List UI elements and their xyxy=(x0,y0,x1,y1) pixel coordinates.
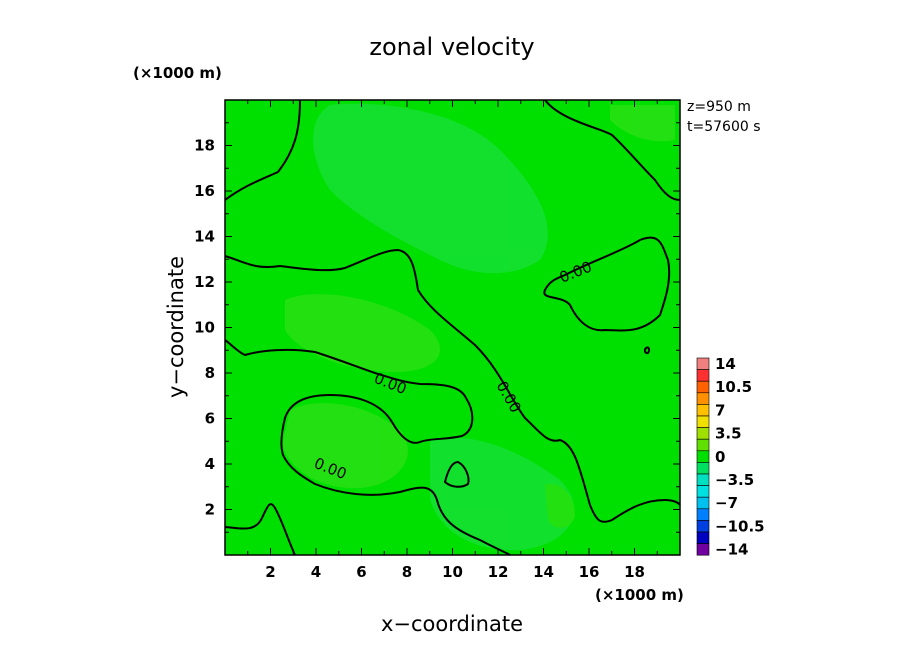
plot-area: 0.00 0.00 0.00 0.00 2 4 6 8 10 12 14 16 18 24681… xyxy=(194,99,681,581)
y-tick-label: 2 xyxy=(205,501,215,519)
x-axis-label: x−coordinate xyxy=(381,612,523,636)
colorbar-segment xyxy=(696,543,710,556)
colorbar-segment xyxy=(696,438,710,452)
y-tick-label: 12 xyxy=(194,273,215,291)
contour-line-right-closed xyxy=(543,236,671,332)
colorbar-segment xyxy=(696,392,710,405)
t-annotation: t=57600 s xyxy=(687,119,761,135)
contour-line-bottom-left xyxy=(224,503,296,556)
colorbar-label: −14 xyxy=(715,541,748,559)
colorbar-segment xyxy=(696,404,710,417)
colorbar-segment xyxy=(696,496,710,510)
x-tick-label: 14 xyxy=(533,563,554,581)
colorbar-label: −7 xyxy=(715,494,738,512)
positive-region-bottom xyxy=(545,484,575,528)
colorbar-label: −3.5 xyxy=(715,471,754,489)
colorbar-segment xyxy=(696,473,710,486)
colorbar-label: 7 xyxy=(715,401,725,419)
colorbar-label: −10.5 xyxy=(715,517,765,535)
colorbar-segment xyxy=(696,427,710,440)
z-annotation: z=950 m xyxy=(687,99,751,115)
x-tick-label: 18 xyxy=(624,563,645,581)
contour-line-small-loop xyxy=(443,460,470,488)
y-tick-label: 14 xyxy=(194,228,215,246)
colorbar-segment xyxy=(696,485,710,498)
colorbar xyxy=(696,357,710,556)
colorbar-segment xyxy=(696,380,710,394)
colorbar-segment xyxy=(696,508,710,521)
contour-line-tiny-loop xyxy=(643,346,651,355)
y-tick-label: 6 xyxy=(205,410,215,428)
colorbar-segment xyxy=(696,531,710,544)
x-unit-label: (×1000 m) xyxy=(595,586,684,604)
contour-line-top-left xyxy=(224,99,301,201)
negative-region-lower xyxy=(430,437,575,551)
x-tick-label: 8 xyxy=(402,563,412,581)
y-tick-label: 4 xyxy=(205,455,215,473)
colorbar-segment xyxy=(696,357,710,370)
x-tick-label: 16 xyxy=(579,563,600,581)
axis-ticks xyxy=(225,100,680,555)
y-tick-labels: 2 4 6 8 10 12 14 16 18 xyxy=(194,137,215,519)
y-tick-label: 16 xyxy=(194,182,215,200)
negative-region-top xyxy=(313,103,548,274)
positive-region-corner xyxy=(610,105,675,142)
y-tick-label: 10 xyxy=(194,319,215,337)
x-tick-label: 6 xyxy=(356,563,366,581)
y-tick-label: 18 xyxy=(194,137,215,155)
contour-line-middle-upper xyxy=(224,248,681,523)
colorbar-segment xyxy=(696,462,710,475)
colorbar-segment xyxy=(696,520,710,533)
y-axis-label: y−coordinate xyxy=(164,256,188,398)
positive-region-mid xyxy=(285,294,440,372)
y-tick-label: 8 xyxy=(205,364,215,382)
colorbar-label: 3.5 xyxy=(715,425,742,443)
contour-line-middle-lower xyxy=(224,339,511,556)
x-tick-label: 2 xyxy=(265,563,275,581)
contour-line-top-right xyxy=(544,99,681,201)
colorbar-segment xyxy=(696,415,710,428)
colorbar-segment xyxy=(696,450,710,463)
positive-region-left xyxy=(282,402,408,489)
colorbar-label: 14 xyxy=(715,355,736,373)
colorbar-segment xyxy=(696,369,710,382)
contour-lines xyxy=(224,99,681,556)
x-tick-labels: 2 4 6 8 10 12 14 16 18 xyxy=(265,563,645,581)
y-unit-label: (×1000 m) xyxy=(133,64,222,82)
colorbar-labels: 14 10.5 7 3.5 0 −3.5 −7 −10.5 −14 xyxy=(715,355,765,559)
chart-title: zonal velocity xyxy=(369,33,534,61)
field-shading xyxy=(282,103,675,551)
x-tick-label: 12 xyxy=(488,563,509,581)
colorbar-label: 10.5 xyxy=(715,378,752,396)
x-tick-label: 10 xyxy=(442,563,463,581)
x-tick-label: 4 xyxy=(311,563,321,581)
colorbar-label: 0 xyxy=(715,448,725,466)
